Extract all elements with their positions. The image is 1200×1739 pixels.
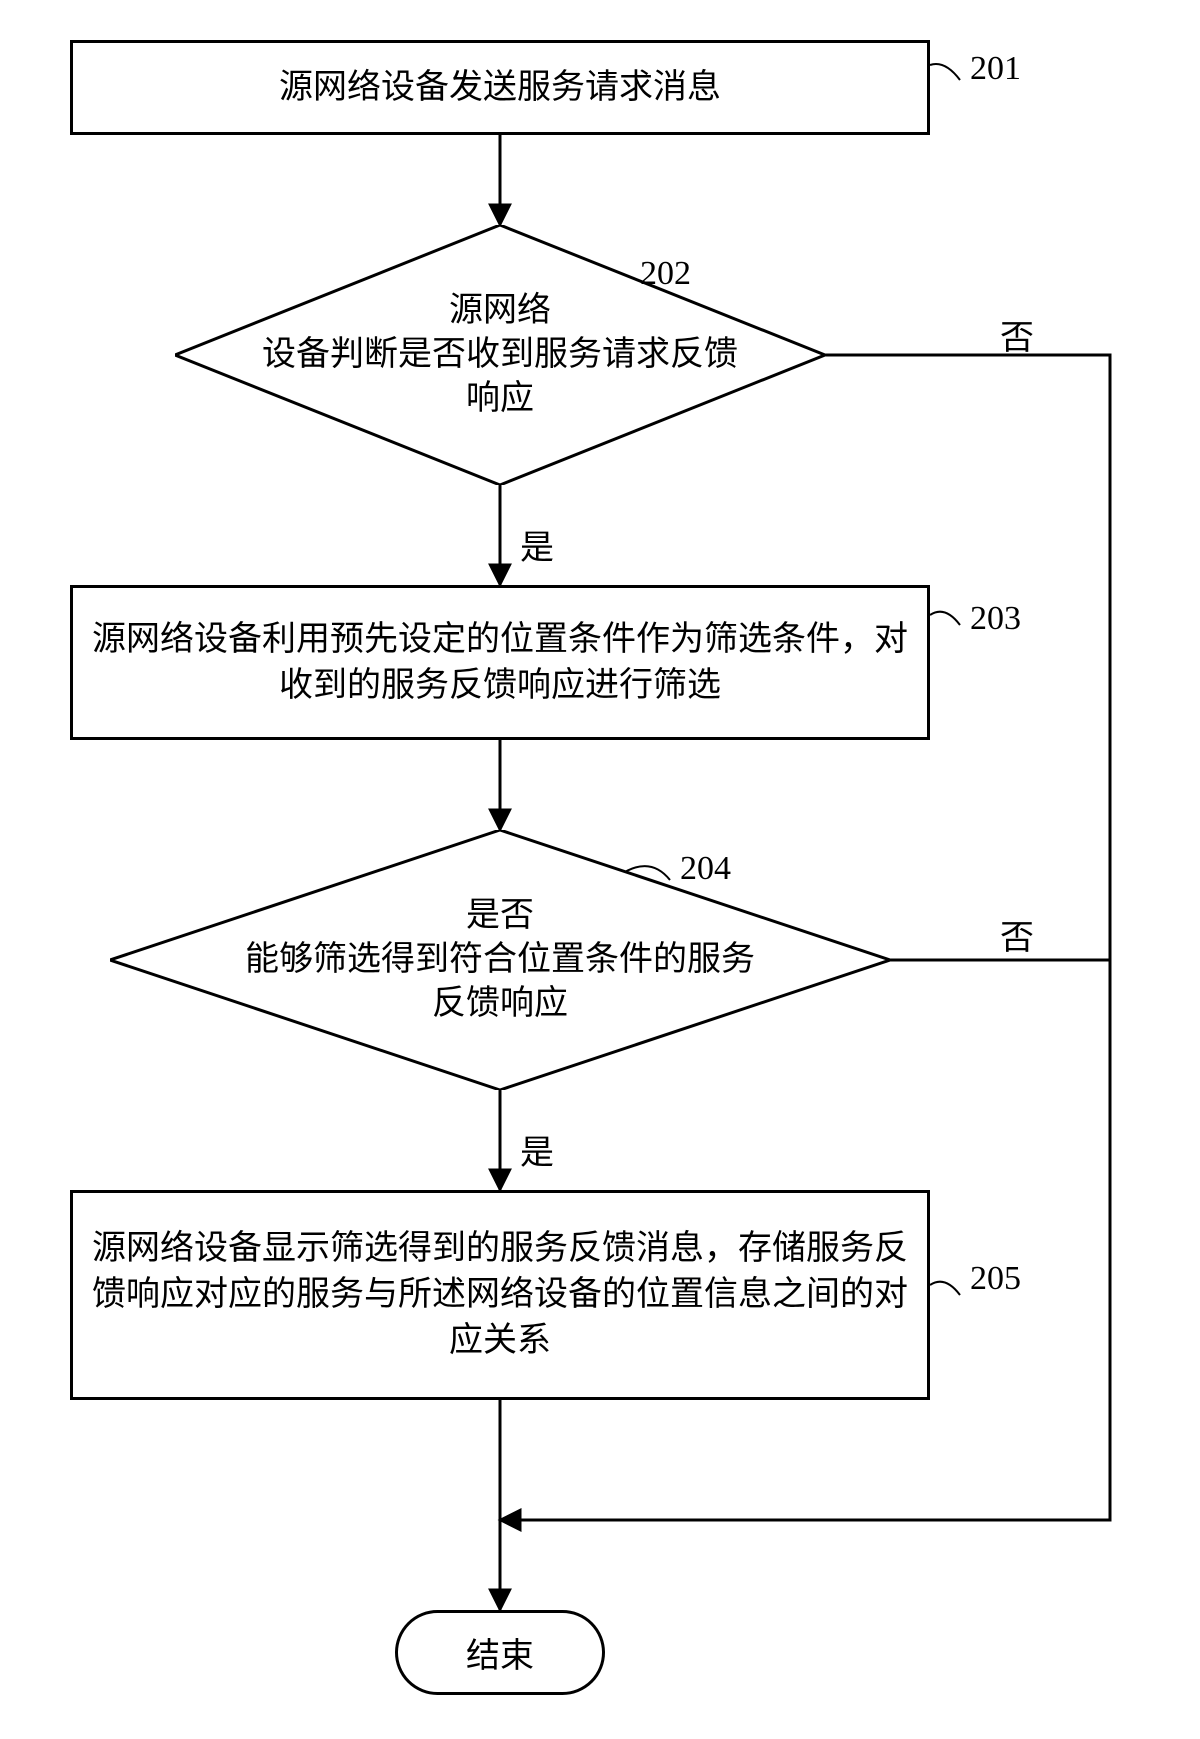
process-201-label: 201 (970, 50, 1021, 88)
process-205: 源网络设备显示筛选得到的服务反馈消息，存储服务反馈响应对应的服务与所述网络设备的… (70, 1190, 930, 1400)
edge-label-202-no: 否 (1000, 310, 1034, 359)
process-201-text: 源网络设备发送服务请求消息 (279, 65, 721, 111)
process-203-label: 203 (970, 600, 1021, 638)
decision-204-label: 204 (680, 850, 731, 888)
decision-202-label: 202 (640, 255, 691, 293)
terminator-end-text: 结束 (466, 1628, 534, 1677)
terminator-end: 结束 (395, 1610, 605, 1695)
process-205-text: 源网络设备显示筛选得到的服务反馈消息，存储服务反馈响应对应的服务与所述网络设备的… (91, 1226, 909, 1364)
process-203-text: 源网络设备利用预先设定的位置条件作为筛选条件，对收到的服务反馈响应进行筛选 (91, 617, 909, 709)
process-201: 源网络设备发送服务请求消息 (70, 40, 930, 135)
flowchart-canvas: 源网络设备发送服务请求消息 201 源网络 设备判断是否收到服务请求反馈 响应 … (0, 0, 1200, 1739)
process-203: 源网络设备利用预先设定的位置条件作为筛选条件，对收到的服务反馈响应进行筛选 (70, 585, 930, 740)
edge-label-204-yes: 是 (520, 1125, 554, 1174)
process-205-label: 205 (970, 1260, 1021, 1298)
decision-204: 是否 能够筛选得到符合位置条件的服务 反馈响应 (110, 830, 890, 1090)
edge-label-202-yes: 是 (520, 520, 554, 569)
decision-202: 源网络 设备判断是否收到服务请求反馈 响应 (175, 225, 825, 485)
edge-label-204-no: 否 (1000, 910, 1034, 959)
